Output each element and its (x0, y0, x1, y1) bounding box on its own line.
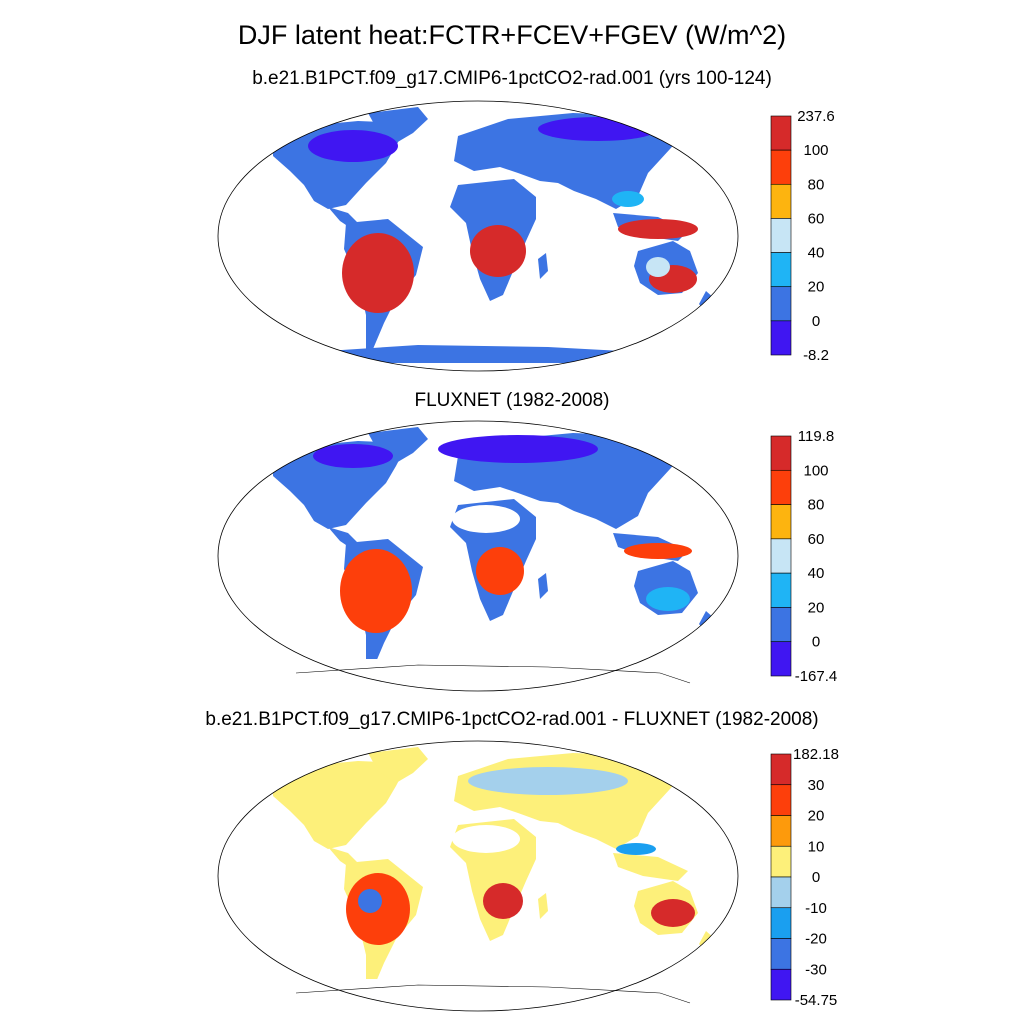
panel-1-title: b.e21.B1PCT.f09_g17.CMIP6-1pctCO2-rad.00… (252, 68, 772, 89)
colorbar-swatch (770, 286, 792, 322)
colorbar-label: 0 (812, 869, 820, 886)
colorbar-label: 60 (808, 210, 825, 227)
colorbar-swatch (770, 753, 792, 786)
colorbar-label: 100 (803, 462, 828, 479)
colorbar-swatch (770, 435, 792, 471)
panel-3-map (217, 740, 739, 1012)
colorbar-label: 119.8 (798, 428, 834, 445)
colorbar-swatch (770, 845, 792, 878)
panel-1-map (217, 100, 739, 372)
colorbar-label: 80 (808, 176, 825, 193)
colorbar-label: 40 (808, 565, 825, 582)
colorbar-label: 182.18 (793, 746, 839, 763)
colorbar-swatch (770, 469, 792, 505)
colorbar-label: -10 (805, 900, 827, 917)
colorbar-label: -167.4 (795, 668, 838, 685)
colorbar-swatch (770, 218, 792, 253)
colorbar-swatch (770, 183, 792, 219)
colorbar-swatch (770, 907, 792, 939)
colorbar-swatch (770, 938, 792, 970)
panel-1-colorbar: 237.6 100 80 60 40 20 0 -8.2 (770, 108, 835, 364)
figure-title: DJF latent heat:FCTR+FCEV+FGEV (W/m^2) (237, 20, 787, 50)
colorbar-label: -8.2 (803, 347, 829, 364)
colorbar-swatch (770, 115, 792, 151)
colorbar-label: 0 (812, 634, 820, 651)
colorbar-label: 60 (808, 531, 825, 548)
panel-3-colorbar: 182.18 30 20 10 0 -10 -20 -30 -54.75 (770, 746, 839, 1009)
colorbar-label: -20 (805, 931, 827, 948)
colorbar-swatch (770, 815, 792, 847)
colorbar-label: 30 (808, 777, 825, 794)
colorbar-swatch (770, 149, 792, 185)
colorbar-label: 10 (808, 838, 825, 855)
colorbar-swatch (770, 538, 792, 574)
colorbar-swatch (770, 607, 792, 643)
colorbar-label: -54.75 (795, 992, 838, 1009)
colorbar-swatch (770, 784, 792, 816)
colorbar-label: 100 (803, 142, 828, 159)
colorbar-label: 80 (808, 497, 825, 514)
colorbar-label: 0 (812, 313, 820, 330)
colorbar-label: 40 (808, 245, 825, 262)
colorbar-swatch (770, 968, 792, 1001)
panel-2-colorbar: 119.8 100 80 60 40 20 0 -167.4 (770, 428, 838, 685)
colorbar-swatch (770, 641, 792, 677)
colorbar-label: 20 (808, 599, 825, 616)
colorbar-label: -30 (805, 961, 827, 978)
panel-2-map (217, 420, 739, 692)
colorbar-swatch (770, 320, 792, 356)
colorbar-swatch (770, 572, 792, 608)
panel-2-title: FLUXNET (1982-2008) (414, 390, 610, 411)
panel-3-title: b.e21.B1PCT.f09_g17.CMIP6-1pctCO2-rad.00… (205, 709, 819, 730)
colorbar-swatch (770, 876, 792, 909)
colorbar-label: 20 (808, 279, 825, 296)
colorbar-swatch (770, 504, 792, 540)
colorbar-swatch (770, 252, 792, 288)
colorbar-label: 20 (808, 808, 825, 825)
colorbar-label: 237.6 (797, 108, 835, 125)
